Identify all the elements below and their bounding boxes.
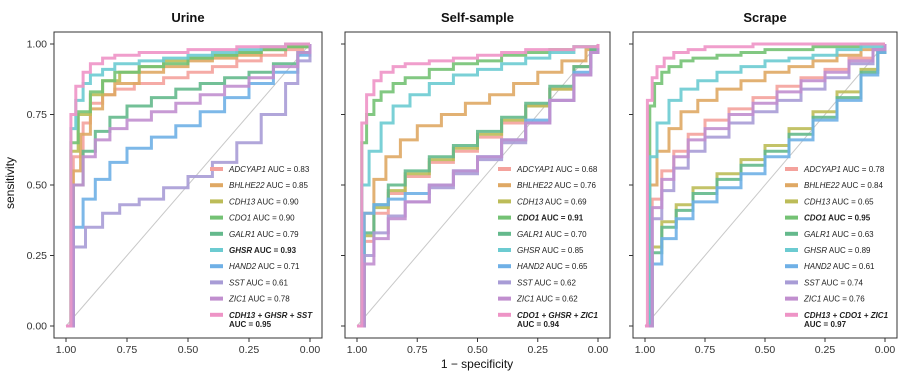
x-tick-label: 1.00 xyxy=(56,344,77,356)
roc-curve-ghsr xyxy=(645,44,887,328)
x-tick-label: 0.25 xyxy=(528,344,549,356)
legend-entry: ADCYAP1 AUC = 0.83 xyxy=(228,165,310,174)
roc-curve-cdh13-ghsr-sst xyxy=(66,42,310,328)
panel-title: Self-sample xyxy=(441,10,514,25)
y-tick-label: 1.00 xyxy=(27,39,48,51)
x-tick-label: 0.25 xyxy=(815,344,836,356)
x-tick-label: 1.00 xyxy=(347,344,368,356)
y-tick-label: 0.50 xyxy=(27,180,48,192)
x-tick-label: 0.00 xyxy=(300,344,321,356)
x-tick-label: 0.00 xyxy=(588,344,609,356)
legend-entry: CDH13 + CDO1 + ZIC1 xyxy=(804,311,889,320)
panel-1: Urine 1.00 0.75 0.50 0.25 0.00 0.00 0.25 0.50 0.7… xyxy=(27,10,323,356)
roc-curve-cdh13-cdo1-zic1 xyxy=(645,42,885,328)
x-tick-label: 0.25 xyxy=(239,344,260,356)
legend-entry: ZIC1 AUC = 0.62 xyxy=(516,295,578,304)
legend-entry: ZIC1 AUC = 0.78 xyxy=(228,295,290,304)
y-axis-title: sensitivity xyxy=(3,157,17,209)
roc-curve-bhlhe22 xyxy=(357,44,600,328)
roc-curve-adcyap1 xyxy=(66,42,310,328)
panel-3: Scrape 1.00 0.75 0.50 0.25 0.00 ADCYAP1 AUC = … xyxy=(629,10,898,356)
legend-entry: CDH13 AUC = 0.90 xyxy=(229,197,299,206)
reference-diagonal xyxy=(356,43,599,327)
roc-curve-cdo1 xyxy=(645,42,885,328)
legend-entry: BHLHE22 AUC = 0.85 xyxy=(229,181,308,190)
legend-entry: CDO1 AUC = 0.90 xyxy=(229,214,295,223)
roc-curve-sst xyxy=(66,44,312,328)
legend-entry: SST AUC = 0.62 xyxy=(517,278,576,287)
legend-entry: GHSR AUC = 0.85 xyxy=(517,246,584,255)
roc-curve-zic1 xyxy=(357,44,600,328)
y-tick-label: 0.75 xyxy=(27,109,48,121)
legend-entry: GALR1 AUC = 0.79 xyxy=(229,230,299,239)
legend-entry-auc: AUC = 0.94 xyxy=(517,320,560,329)
legend-entry-auc: AUC = 0.97 xyxy=(804,320,847,329)
x-tick-label: 0.75 xyxy=(117,344,138,356)
roc-curve-bhlhe22 xyxy=(645,44,887,328)
legend-entry: BHLHE22 AUC = 0.84 xyxy=(804,181,883,190)
x-axis-title: 1 − specificity xyxy=(441,357,513,371)
x-tick-label: 0.75 xyxy=(407,344,428,356)
legend-entry: BHLHE22 AUC = 0.76 xyxy=(517,181,596,190)
roc-curve-ghsr xyxy=(357,44,600,328)
legend-entry: CDO1 AUC = 0.95 xyxy=(804,214,871,223)
legend-entry-auc: AUC = 0.95 xyxy=(229,320,272,329)
legend-entry: SST AUC = 0.61 xyxy=(229,278,288,287)
x-tick-label: 0.50 xyxy=(467,344,488,356)
x-tick-label: 0.50 xyxy=(755,344,776,356)
roc-curve-zic1 xyxy=(645,44,887,328)
x-tick-label: 0.50 xyxy=(178,344,199,356)
x-tick-label: 0.75 xyxy=(695,344,716,356)
legend-entry: CDH13 + GHSR + SST xyxy=(229,311,313,320)
panel-2: Self-sample 1.00 0.75 0.50 0.25 0.00 ADCYAP1 A… xyxy=(341,10,611,356)
roc-curve-hand2 xyxy=(645,44,887,328)
legend-entry: HAND2 AUC = 0.61 xyxy=(804,262,875,271)
panel-title: Scrape xyxy=(743,10,786,25)
roc-curve-cdo1-ghsr-zic1 xyxy=(357,44,600,328)
legend-entry: CDH13 AUC = 0.65 xyxy=(804,197,874,206)
legend-entry: CDH13 AUC = 0.69 xyxy=(517,197,587,206)
legend-entry: CDO1 AUC = 0.91 xyxy=(517,214,584,223)
panel-title: Urine xyxy=(171,10,204,25)
legend-entry: CDO1 + GHSR + ZIC1 xyxy=(517,311,598,320)
legend-entry: GALR1 AUC = 0.63 xyxy=(804,230,874,239)
y-tick-label: 0.25 xyxy=(27,250,48,262)
legend-entry: HAND2 AUC = 0.71 xyxy=(229,262,300,271)
y-tick-label: 0.00 xyxy=(27,321,48,333)
roc-curve-ghsr xyxy=(66,42,310,328)
roc-curve-zic1 xyxy=(66,44,312,328)
x-tick-label: 0.00 xyxy=(875,344,896,356)
legend-entry: HAND2 AUC = 0.65 xyxy=(517,262,588,271)
legend-entry: GHSR AUC = 0.93 xyxy=(229,246,297,255)
legend-entry: ADCYAP1 AUC = 0.78 xyxy=(803,165,885,174)
legend-entry: GALR1 AUC = 0.70 xyxy=(517,230,587,239)
legend-entry: SST AUC = 0.74 xyxy=(804,278,863,287)
legend-entry: GHSR AUC = 0.89 xyxy=(804,246,871,255)
x-tick-label: 1.00 xyxy=(635,344,656,356)
legend-entry: ZIC1 AUC = 0.76 xyxy=(803,295,865,304)
legend-entry: ADCYAP1 AUC = 0.68 xyxy=(516,165,598,174)
